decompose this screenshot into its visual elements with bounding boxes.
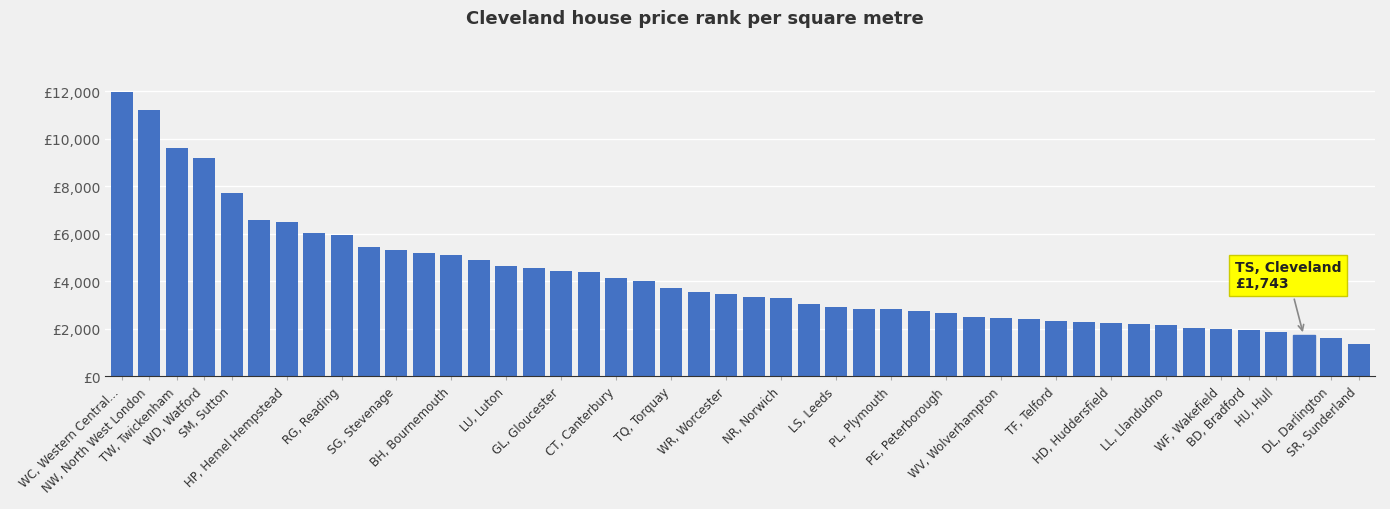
Bar	[798, 304, 820, 377]
Bar	[963, 318, 984, 377]
Bar	[1017, 320, 1040, 377]
Bar	[247, 220, 270, 377]
Bar	[935, 314, 958, 377]
Bar	[1347, 345, 1369, 377]
Bar	[1045, 321, 1068, 377]
Bar	[632, 282, 655, 377]
Bar	[1155, 326, 1177, 377]
Bar	[578, 272, 600, 377]
Bar	[441, 256, 463, 377]
Bar	[138, 111, 160, 377]
Bar	[660, 289, 682, 377]
Bar	[385, 251, 407, 377]
Text: TS, Cleveland
£1,743: TS, Cleveland £1,743	[1234, 261, 1341, 331]
Bar	[826, 308, 848, 377]
Bar	[1237, 330, 1259, 377]
Bar	[990, 319, 1012, 377]
Bar	[359, 247, 379, 377]
Bar	[1320, 338, 1341, 377]
Bar	[331, 236, 353, 377]
Bar	[606, 278, 627, 377]
Bar	[1211, 329, 1232, 377]
Bar	[880, 309, 902, 377]
Bar	[1293, 335, 1315, 377]
Bar	[742, 297, 764, 377]
Bar	[193, 158, 215, 377]
Bar	[165, 149, 188, 377]
Bar	[221, 194, 243, 377]
Bar	[468, 261, 489, 377]
Bar	[1183, 328, 1205, 377]
Bar	[1127, 325, 1150, 377]
Bar	[1265, 333, 1287, 377]
Bar	[852, 309, 874, 377]
Bar	[275, 222, 297, 377]
Bar	[716, 295, 737, 377]
Text: Cleveland house price rank per square metre: Cleveland house price rank per square me…	[466, 10, 924, 28]
Bar	[770, 298, 792, 377]
Bar	[303, 233, 325, 377]
Bar	[550, 271, 573, 377]
Bar	[1099, 323, 1122, 377]
Bar	[111, 93, 132, 377]
Bar	[523, 269, 545, 377]
Bar	[413, 253, 435, 377]
Bar	[495, 266, 517, 377]
Bar	[908, 312, 930, 377]
Bar	[1073, 322, 1095, 377]
Bar	[688, 293, 710, 377]
